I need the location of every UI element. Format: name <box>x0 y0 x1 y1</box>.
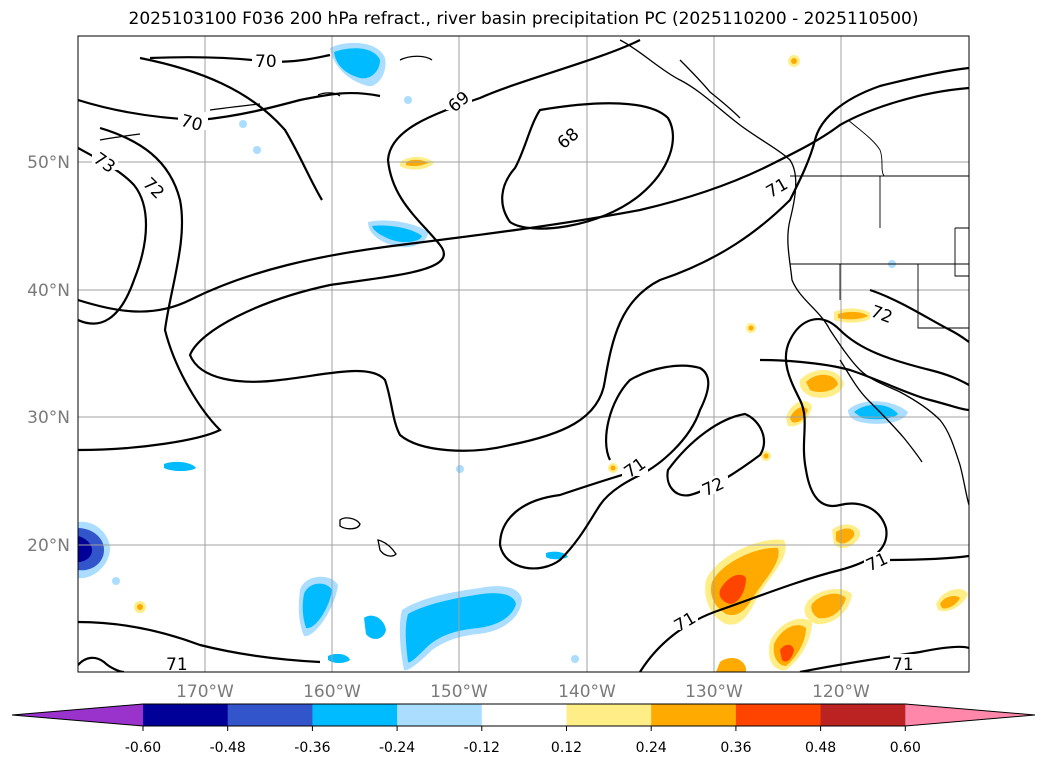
contour-label: 71 <box>166 655 188 675</box>
lon-label: 140°W <box>558 682 616 702</box>
colorbar-tick-label: 0.24 <box>636 740 667 756</box>
lat-label: 20°N <box>27 536 70 556</box>
latitude-labels: 50°N 40°N 30°N 20°N <box>27 153 70 556</box>
negative-anomaly-shading <box>78 42 908 671</box>
colorbar-segment <box>735 704 822 726</box>
colorbar-segment <box>227 704 313 726</box>
map-background <box>78 36 969 672</box>
refractivity-contours <box>78 39 969 672</box>
gridlines <box>78 36 969 672</box>
colorbar-tick-label: -0.24 <box>379 740 415 756</box>
colorbar-tick-label: 0.48 <box>805 740 836 756</box>
colorbar-segment <box>481 704 567 726</box>
political-borders <box>790 119 969 329</box>
colorbar-segment <box>651 704 737 726</box>
colorbar-extend-high <box>905 704 1035 726</box>
lat-label: 40°N <box>27 281 70 301</box>
lon-label: 130°W <box>685 682 743 702</box>
lon-label: 120°W <box>812 682 870 702</box>
lon-label: 170°W <box>176 682 234 702</box>
colorbar-tick-label: -0.60 <box>125 740 161 756</box>
lat-label: 50°N <box>27 153 70 173</box>
colorbar: -0.60 -0.48 -0.36 -0.24 -0.12 0.12 0.24 0.36 0.4… <box>11 703 1036 756</box>
colorbar-segment <box>312 704 398 726</box>
map-title: 2025103100 F036 200 hPa refract., river … <box>128 9 919 29</box>
lon-label: 160°W <box>303 682 361 702</box>
colorbar-tick-label: -0.36 <box>294 740 330 756</box>
coastlines <box>99 39 969 557</box>
colorbar-tick-label: 0.36 <box>720 740 751 756</box>
colorbar-segment <box>820 704 906 726</box>
colorbar-segment <box>566 704 652 726</box>
longitude-labels: 170°W 160°W 150°W 140°W 130°W 120°W <box>176 682 870 702</box>
colorbar-segment <box>143 704 229 726</box>
colorbar-tick-label: -0.48 <box>210 740 246 756</box>
contour-label: 70 <box>255 52 277 72</box>
contour-label: 71 <box>892 655 914 675</box>
lon-label: 150°W <box>430 682 488 702</box>
colorbar-tick-label: 0.12 <box>551 740 582 756</box>
map-frame <box>77 35 970 673</box>
colorbar-tick-label: 0.60 <box>890 740 921 756</box>
colorbar-tick-label: -0.12 <box>464 740 500 756</box>
positive-anomaly-shading <box>134 55 968 672</box>
colorbar-segment <box>397 704 483 726</box>
colorbar-extend-low <box>12 704 143 726</box>
lat-label: 30°N <box>27 408 70 428</box>
